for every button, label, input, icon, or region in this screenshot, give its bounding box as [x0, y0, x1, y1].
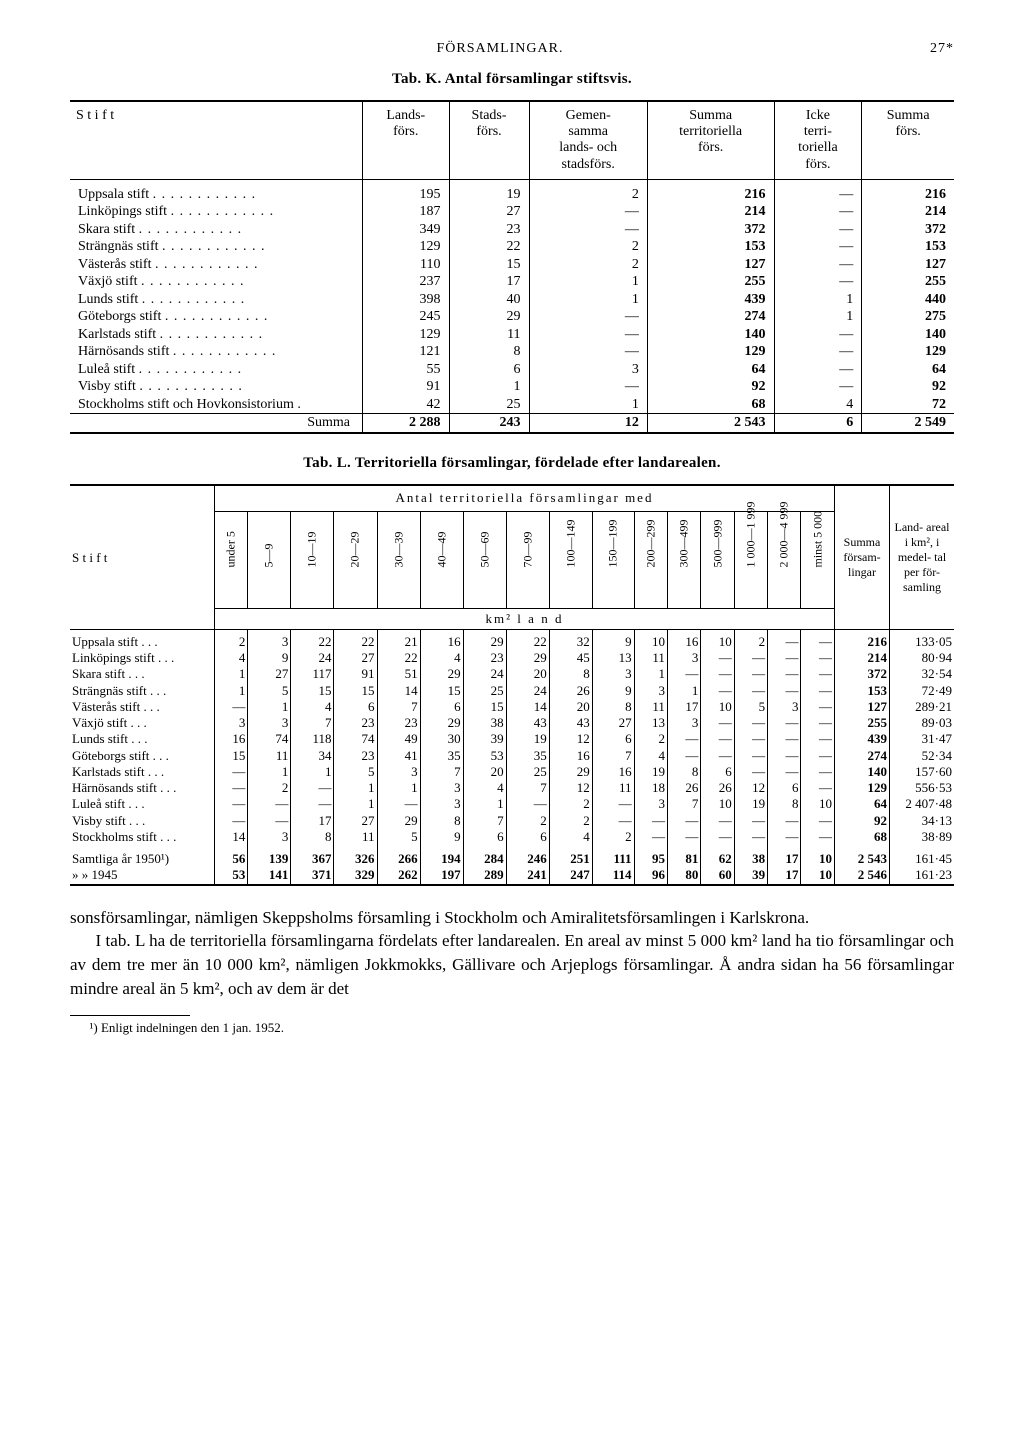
tabK-col-2: Stads-förs.	[449, 101, 529, 179]
table-row: Linköpings stift . . . . . . . . . . . .…	[70, 203, 954, 221]
tabL-spanrow: S t i f t Antal territoriella församling…	[70, 485, 954, 511]
table-row: Härnösands stift . . .—2—113471211182626…	[70, 780, 954, 796]
table-row: Skara stift . . .1271179151292420831————…	[70, 666, 954, 682]
paragraph-1: sonsförsamlingar, nämligen Skeppsholms f…	[70, 906, 954, 930]
size-col-head: 100—149	[549, 511, 592, 608]
tabL-stift-head: S t i f t	[70, 485, 215, 629]
table-row: Luleå stift . . .———1—31—2—371019810642 …	[70, 796, 954, 812]
table-row: Visby stift . . .——1727298722———————9234…	[70, 813, 954, 829]
tabK-col-3: Gemen-sammalands- ochstadsförs.	[529, 101, 647, 179]
table-row: Lunds stift . . . . . . . . . . . .39840…	[70, 291, 954, 309]
tabL-areal-head: Land- areal i km², i medel- tal per för-…	[890, 485, 955, 629]
tabL-caption: Tab. L. Territoriella församlingar, förd…	[70, 454, 954, 473]
size-col-head: 1 000—1 999	[734, 511, 767, 608]
table-row: Linköpings stift . . .492427224232945131…	[70, 650, 954, 666]
table-row: Västerås stift . . .—1467615142081117105…	[70, 699, 954, 715]
size-col-head: 300—499	[667, 511, 700, 608]
paragraph-2: I tab. L ha de territoriella församlinga…	[70, 929, 954, 1000]
tabL-span-header: Antal territoriella församlingar med	[215, 485, 835, 511]
size-col-head: 150—199	[592, 511, 634, 608]
footnote: ¹) Enligt indelningen den 1 jan. 1952.	[70, 1020, 954, 1036]
page-number: 27*	[930, 40, 954, 58]
tabK-caption: Tab. K. Antal församlingar stiftsvis.	[70, 70, 954, 89]
table-row: Göteborgs stift . . . . . . . . . . . .2…	[70, 308, 954, 326]
table-sum-row: » » 194553141371329262197289241247114968…	[70, 867, 954, 884]
table-row: Karlstads stift . . .—11537202529161986—…	[70, 764, 954, 780]
table-row: Västerås stift . . . . . . . . . . . .11…	[70, 256, 954, 274]
table-row: Växjö stift . . . . . . . . . . . .23717…	[70, 273, 954, 291]
tabK-col-1: Lands-förs.	[363, 101, 450, 179]
tabK-col-5: Icketerri-toriellaförs.	[774, 101, 862, 179]
table-row: Skara stift . . . . . . . . . . . .34923…	[70, 221, 954, 239]
size-col-head: 40—49	[420, 511, 463, 608]
size-col-head: 10—19	[291, 511, 334, 608]
size-col-head: under 5	[215, 511, 248, 608]
table-row: Luleå stift . . . . . . . . . . . .55636…	[70, 361, 954, 379]
header-title: FÖRSAMLINGAR.	[437, 40, 564, 58]
tabK-col-4: Summaterritoriellaförs.	[647, 101, 774, 179]
table-row: Lunds stift . . .167411874493039191262——…	[70, 731, 954, 747]
table-L: S t i f t Antal territoriella församling…	[70, 484, 954, 885]
table-row: Uppsala stift . . . . . . . . . . . .195…	[70, 186, 954, 204]
size-col-head: 2 000—4 999	[768, 511, 801, 608]
table-row: Visby stift . . . . . . . . . . . .911—9…	[70, 378, 954, 396]
body-text: sonsförsamlingar, nämligen Skeppsholms f…	[70, 906, 954, 1001]
table-row: Uppsala stift . . .232222211629223291016…	[70, 634, 954, 650]
table-sum-row: Summa2 288243122 54362 549	[70, 414, 954, 433]
table-sum-row: Samtliga år 1950¹)5613936732626619428424…	[70, 851, 954, 867]
size-col-head: 20—29	[334, 511, 377, 608]
size-col-head: 50—69	[463, 511, 506, 608]
tabK-col-stift: S t i f t	[70, 101, 363, 179]
size-col-head: 200—299	[634, 511, 667, 608]
tabL-summa-head: Summa försam- lingar	[835, 485, 890, 629]
size-col-head: 500—999	[701, 511, 734, 608]
tabK-col-6: Summaförs.	[862, 101, 954, 179]
table-row: Härnösands stift . . . . . . . . . . . .…	[70, 343, 954, 361]
size-col-head: 70—99	[506, 511, 549, 608]
table-row: Strängnäs stift . . .1515151415252426931…	[70, 683, 954, 699]
table-row: Göteborgs stift . . .1511342341355335167…	[70, 748, 954, 764]
table-row: Växjö stift . . .33723232938434327133———…	[70, 715, 954, 731]
table-row: Karlstads stift . . . . . . . . . . . .1…	[70, 326, 954, 344]
table-row: Stockholms stift . . .143811596642——————…	[70, 829, 954, 845]
size-col-head: 30—39	[377, 511, 420, 608]
tabL-unit-label: km² l a n d	[215, 608, 835, 629]
tabK-head-row: S t i f t Lands-förs. Stads-förs. Gemen-…	[70, 101, 954, 179]
table-row: Strängnäs stift . . . . . . . . . . . .1…	[70, 238, 954, 256]
footnote-rule	[70, 1015, 190, 1016]
table-row: Stockholms stift och Hovkonsistorium .42…	[70, 396, 954, 414]
size-col-head: 5—9	[248, 511, 291, 608]
size-col-head: minst 5 000	[801, 511, 835, 608]
table-K: S t i f t Lands-förs. Stads-förs. Gemen-…	[70, 100, 954, 433]
page-header: FÖRSAMLINGAR. 27*	[70, 40, 954, 58]
